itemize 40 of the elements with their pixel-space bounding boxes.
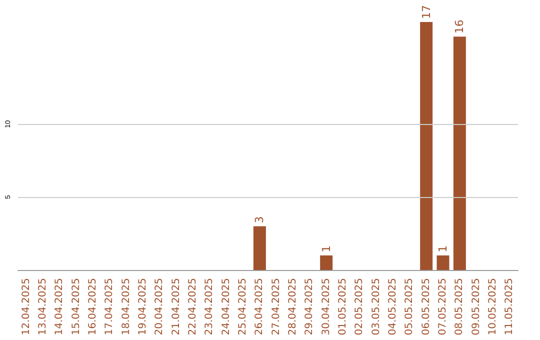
- x-tick-label: 08.05.2025: [454, 278, 466, 336]
- x-tick-label: 24.04.2025: [220, 278, 232, 336]
- x-tick-label: 23.04.2025: [204, 278, 216, 336]
- x-tick-label: 17.04.2025: [104, 278, 116, 336]
- bar: [436, 255, 450, 270]
- x-tick-label: 07.05.2025: [438, 278, 448, 336]
- data-label: 1: [320, 245, 333, 252]
- x-tick-label: 20.04.2025: [154, 278, 166, 336]
- x-tick-label: 29.04.2025: [304, 278, 316, 336]
- x-tick-label: 28.04.2025: [288, 278, 298, 336]
- x-tick-label: 15.04.2025: [70, 278, 82, 336]
- data-label: 1: [436, 245, 450, 252]
- x-tick-label: 03.05.2025: [370, 278, 382, 336]
- x-tick-label: 22.04.2025: [188, 278, 198, 336]
- x-tick-label: 19.04.2025: [138, 278, 148, 336]
- data-label: 3: [253, 216, 266, 224]
- x-tick-label: 21.04.2025: [170, 278, 182, 336]
- x-tick-label: 10.05.2025: [488, 278, 498, 336]
- x-tick-label: 04.05.2025: [388, 278, 398, 336]
- x-tick-label: 05.05.2025: [404, 278, 416, 336]
- data-label: 16: [453, 20, 466, 34]
- x-tick-label: 13.04.2025: [38, 278, 48, 336]
- x-tick-label: 02.05.2025: [354, 278, 366, 336]
- x-tick-label: 27.04.2025: [270, 278, 282, 336]
- x-tick-label: 25.04.2025: [238, 278, 248, 336]
- data-label: 17: [420, 5, 433, 19]
- bar: [453, 36, 466, 270]
- bar: [253, 226, 266, 270]
- x-tick-label: 09.05.2025: [470, 278, 482, 336]
- bar: [420, 22, 433, 270]
- x-tick-label: 12.04.2025: [20, 278, 32, 336]
- x-tick-label: 01.05.2025: [338, 278, 348, 336]
- x-tick-label: 18.04.2025: [120, 278, 132, 336]
- bar: [320, 255, 333, 270]
- x-tick-label: 16.04.2025: [88, 278, 98, 336]
- x-tick-label: 06.05.2025: [420, 278, 432, 336]
- x-tick-label: 14.04.2025: [54, 278, 66, 336]
- x-tick-label: 26.04.2025: [254, 278, 266, 336]
- x-tick-label: 30.04.2025: [320, 278, 332, 336]
- x-tick-label: 11.05.2025: [504, 278, 516, 336]
